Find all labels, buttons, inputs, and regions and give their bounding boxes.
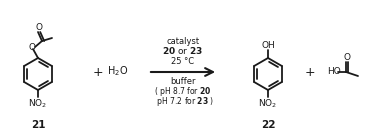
Text: buffer: buffer xyxy=(170,78,196,86)
Text: O: O xyxy=(344,54,350,62)
Text: pH 7.2 for $\mathbf{23}$ ): pH 7.2 for $\mathbf{23}$ ) xyxy=(152,95,214,108)
Text: O: O xyxy=(28,44,36,52)
Text: O: O xyxy=(36,24,42,32)
Text: 25 °C: 25 °C xyxy=(172,58,195,66)
Text: +: + xyxy=(93,65,103,79)
Text: NO$_2$: NO$_2$ xyxy=(258,98,278,111)
Text: H$_2$O: H$_2$O xyxy=(107,64,129,78)
Text: 22: 22 xyxy=(261,120,275,130)
Text: HO: HO xyxy=(327,68,341,76)
Text: +: + xyxy=(305,65,315,79)
Text: catalyst: catalyst xyxy=(166,38,200,46)
Text: ( pH 8.7 for $\mathbf{20}$: ( pH 8.7 for $\mathbf{20}$ xyxy=(154,85,212,99)
Text: NO$_2$: NO$_2$ xyxy=(28,98,48,111)
Text: OH: OH xyxy=(261,42,275,51)
Text: 21: 21 xyxy=(31,120,45,130)
Text: $\mathbf{20}$ or $\mathbf{23}$: $\mathbf{20}$ or $\mathbf{23}$ xyxy=(163,45,204,55)
